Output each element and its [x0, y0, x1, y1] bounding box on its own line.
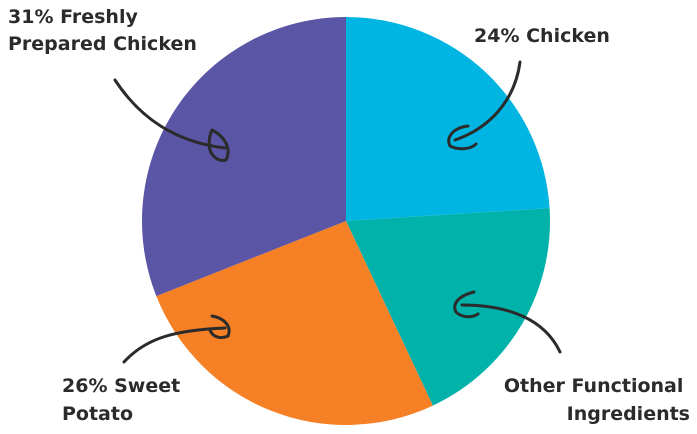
label-chicken: 24% Chicken: [474, 25, 610, 47]
label-sweet-potato: 26% Sweet Potato: [62, 375, 187, 425]
label-chicken-line-1: 24% Chicken: [474, 25, 610, 47]
arrow-chicken: [447, 60, 522, 151]
pie-slice-0: [346, 17, 550, 221]
label-other-functional-ingredients-line-1: Other Functional: [504, 375, 684, 397]
label-other-functional-ingredients-line-2: Ingredients: [567, 403, 690, 425]
label-freshly-prepared-chicken-line-2: Prepared Chicken: [8, 33, 197, 55]
pie-slice-1: [346, 208, 551, 406]
label-other-functional-ingredients: Other Functional Ingredients: [504, 375, 690, 425]
arrow-freshly-prepared-chicken: [113, 78, 230, 162]
label-freshly-prepared-chicken: 31% Freshly Prepared Chicken: [8, 6, 197, 55]
arrow-sweet-potato: [122, 314, 231, 364]
arrow-other-functional-ingredients: [453, 290, 562, 354]
pie-slice-3: [142, 17, 346, 297]
label-sweet-potato-line-2: Potato: [62, 403, 133, 425]
label-sweet-potato-line-1: 26% Sweet: [62, 375, 180, 397]
label-freshly-prepared-chicken-line-1: 31% Freshly: [8, 6, 138, 28]
pie-slice-2: [156, 221, 433, 425]
pie-slices: [142, 17, 551, 425]
